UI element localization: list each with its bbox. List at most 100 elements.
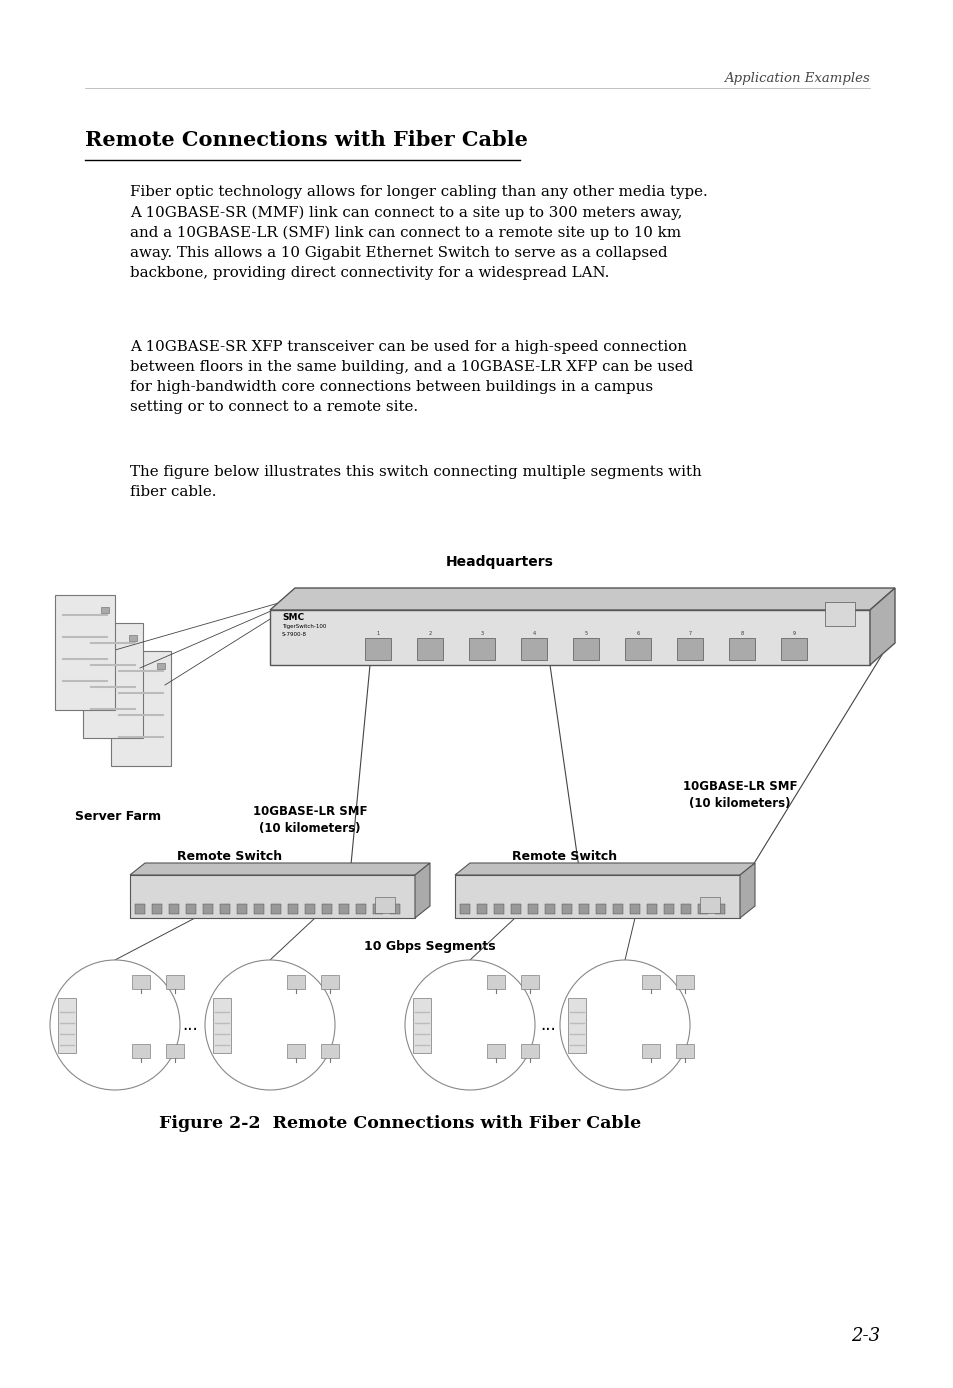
FancyBboxPatch shape bbox=[322, 904, 332, 915]
FancyBboxPatch shape bbox=[253, 904, 264, 915]
FancyBboxPatch shape bbox=[714, 904, 724, 915]
Text: 4: 4 bbox=[532, 632, 535, 636]
Text: Remote Switch: Remote Switch bbox=[512, 849, 617, 863]
FancyBboxPatch shape bbox=[573, 638, 598, 661]
FancyBboxPatch shape bbox=[111, 651, 171, 766]
FancyBboxPatch shape bbox=[101, 607, 109, 613]
Ellipse shape bbox=[559, 960, 689, 1090]
FancyBboxPatch shape bbox=[320, 1044, 338, 1058]
Text: 9: 9 bbox=[792, 632, 795, 636]
FancyBboxPatch shape bbox=[520, 1044, 538, 1058]
Text: ...: ... bbox=[182, 1016, 197, 1034]
Text: ...: ... bbox=[539, 1016, 556, 1034]
FancyBboxPatch shape bbox=[629, 904, 639, 915]
FancyBboxPatch shape bbox=[578, 904, 588, 915]
FancyBboxPatch shape bbox=[129, 634, 137, 641]
FancyBboxPatch shape bbox=[596, 904, 605, 915]
FancyBboxPatch shape bbox=[624, 638, 650, 661]
FancyBboxPatch shape bbox=[169, 904, 179, 915]
FancyBboxPatch shape bbox=[271, 904, 281, 915]
FancyBboxPatch shape bbox=[675, 974, 693, 988]
FancyBboxPatch shape bbox=[544, 904, 555, 915]
Text: 6: 6 bbox=[636, 632, 639, 636]
FancyBboxPatch shape bbox=[375, 897, 395, 913]
FancyBboxPatch shape bbox=[203, 904, 213, 915]
FancyBboxPatch shape bbox=[413, 998, 431, 1052]
FancyBboxPatch shape bbox=[469, 638, 495, 661]
FancyBboxPatch shape bbox=[365, 638, 391, 661]
Text: 5: 5 bbox=[584, 632, 587, 636]
Text: Remote Connections with Fiber Cable: Remote Connections with Fiber Cable bbox=[85, 130, 527, 150]
Polygon shape bbox=[869, 589, 894, 665]
FancyBboxPatch shape bbox=[152, 904, 162, 915]
FancyBboxPatch shape bbox=[236, 904, 247, 915]
Polygon shape bbox=[130, 874, 415, 917]
FancyBboxPatch shape bbox=[680, 904, 690, 915]
Text: SMC: SMC bbox=[282, 613, 304, 622]
FancyBboxPatch shape bbox=[613, 904, 622, 915]
FancyBboxPatch shape bbox=[338, 904, 349, 915]
FancyBboxPatch shape bbox=[520, 974, 538, 988]
Polygon shape bbox=[415, 863, 430, 917]
FancyBboxPatch shape bbox=[166, 1044, 184, 1058]
FancyBboxPatch shape bbox=[641, 974, 659, 988]
FancyBboxPatch shape bbox=[320, 974, 338, 988]
FancyBboxPatch shape bbox=[824, 602, 854, 626]
Polygon shape bbox=[740, 863, 754, 917]
Text: S-7900-8: S-7900-8 bbox=[282, 632, 307, 637]
FancyBboxPatch shape bbox=[132, 974, 150, 988]
Text: 2: 2 bbox=[428, 632, 431, 636]
Polygon shape bbox=[270, 589, 894, 609]
Text: 1: 1 bbox=[376, 632, 379, 636]
Text: 2-3: 2-3 bbox=[850, 1327, 879, 1345]
FancyBboxPatch shape bbox=[55, 595, 115, 711]
Text: Headquarters: Headquarters bbox=[446, 555, 554, 569]
Text: TigerSwitch-100: TigerSwitch-100 bbox=[282, 625, 326, 629]
Text: 7: 7 bbox=[688, 632, 691, 636]
FancyBboxPatch shape bbox=[459, 904, 470, 915]
FancyBboxPatch shape bbox=[567, 998, 585, 1052]
FancyBboxPatch shape bbox=[166, 974, 184, 988]
FancyBboxPatch shape bbox=[728, 638, 754, 661]
Text: Remote Switch: Remote Switch bbox=[177, 849, 282, 863]
Text: Fiber optic technology allows for longer cabling than any other media type.
A 10: Fiber optic technology allows for longer… bbox=[130, 185, 707, 280]
FancyBboxPatch shape bbox=[486, 1044, 504, 1058]
FancyBboxPatch shape bbox=[135, 904, 145, 915]
Polygon shape bbox=[455, 863, 754, 874]
FancyBboxPatch shape bbox=[287, 974, 305, 988]
FancyBboxPatch shape bbox=[390, 904, 399, 915]
FancyBboxPatch shape bbox=[641, 1044, 659, 1058]
FancyBboxPatch shape bbox=[186, 904, 195, 915]
FancyBboxPatch shape bbox=[476, 904, 486, 915]
FancyBboxPatch shape bbox=[646, 904, 657, 915]
FancyBboxPatch shape bbox=[355, 904, 366, 915]
FancyBboxPatch shape bbox=[520, 638, 546, 661]
Polygon shape bbox=[130, 863, 430, 874]
Text: 10GBASE-LR SMF
(10 kilometers): 10GBASE-LR SMF (10 kilometers) bbox=[682, 780, 797, 811]
FancyBboxPatch shape bbox=[781, 638, 806, 661]
Ellipse shape bbox=[205, 960, 335, 1090]
FancyBboxPatch shape bbox=[373, 904, 382, 915]
FancyBboxPatch shape bbox=[663, 904, 673, 915]
Polygon shape bbox=[455, 874, 740, 917]
Text: A 10GBASE-SR XFP transceiver can be used for a high-speed connection
between flo: A 10GBASE-SR XFP transceiver can be used… bbox=[130, 340, 693, 414]
FancyBboxPatch shape bbox=[416, 638, 442, 661]
FancyBboxPatch shape bbox=[287, 1044, 305, 1058]
Text: Server Farm: Server Farm bbox=[75, 811, 161, 823]
FancyBboxPatch shape bbox=[83, 623, 143, 738]
FancyBboxPatch shape bbox=[700, 897, 720, 913]
FancyBboxPatch shape bbox=[58, 998, 76, 1052]
FancyBboxPatch shape bbox=[486, 974, 504, 988]
Text: Application Examples: Application Examples bbox=[723, 72, 869, 85]
FancyBboxPatch shape bbox=[220, 904, 230, 915]
Text: Figure 2-2  Remote Connections with Fiber Cable: Figure 2-2 Remote Connections with Fiber… bbox=[159, 1115, 640, 1133]
Polygon shape bbox=[270, 609, 869, 665]
FancyBboxPatch shape bbox=[288, 904, 297, 915]
Ellipse shape bbox=[405, 960, 535, 1090]
Text: The figure below illustrates this switch connecting multiple segments with
fiber: The figure below illustrates this switch… bbox=[130, 465, 701, 500]
FancyBboxPatch shape bbox=[511, 904, 520, 915]
FancyBboxPatch shape bbox=[305, 904, 314, 915]
Text: 10GBASE-LR SMF
(10 kilometers): 10GBASE-LR SMF (10 kilometers) bbox=[253, 805, 367, 836]
FancyBboxPatch shape bbox=[132, 1044, 150, 1058]
Text: 3: 3 bbox=[480, 632, 483, 636]
